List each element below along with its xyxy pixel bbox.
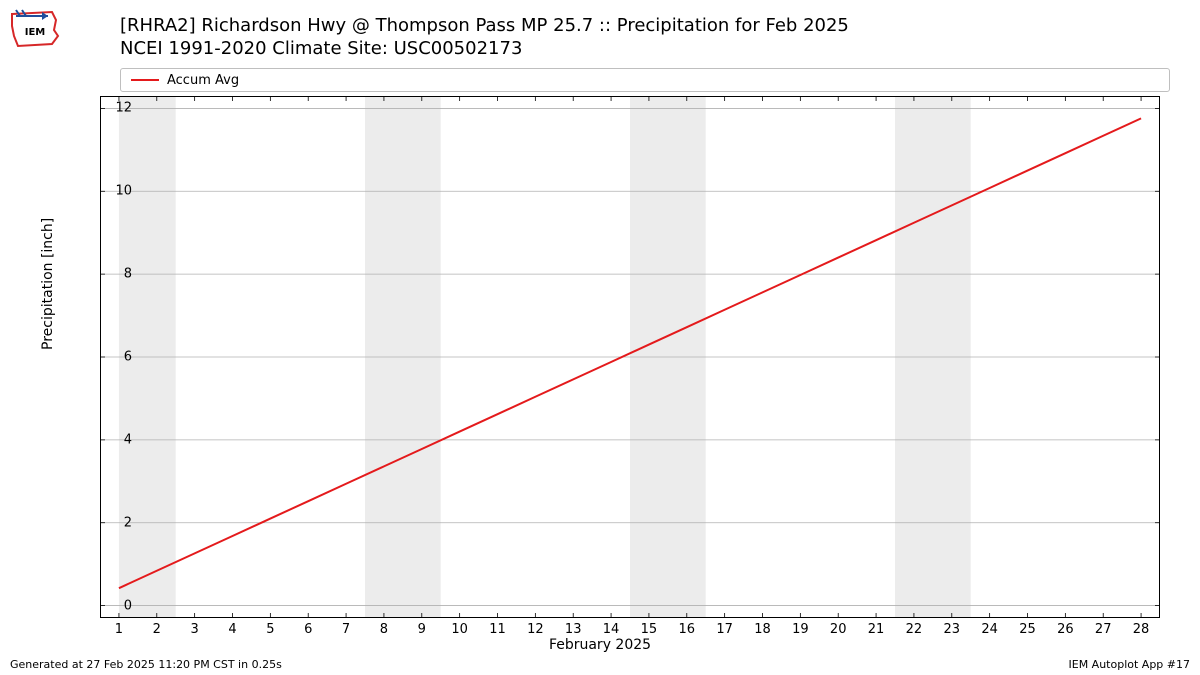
x-tick-label: 21: [868, 622, 885, 637]
x-tick-label: 2: [153, 622, 161, 637]
title-line-1: [RHRA2] Richardson Hwy @ Thompson Pass M…: [120, 15, 849, 38]
x-tick-label: 17: [716, 622, 733, 637]
y-tick-label: 6: [124, 350, 132, 365]
x-tick-label: 27: [1095, 622, 1112, 637]
title-line-2: NCEI 1991-2020 Climate Site: USC00502173: [120, 38, 849, 61]
y-tick-label: 8: [124, 267, 132, 282]
x-tick-label: 8: [380, 622, 388, 637]
x-tick-label: 4: [228, 622, 236, 637]
footer-generated: Generated at 27 Feb 2025 11:20 PM CST in…: [10, 658, 282, 671]
x-tick-label: 16: [679, 622, 696, 637]
x-tick-label: 12: [527, 622, 544, 637]
y-tick-label: 2: [124, 515, 132, 530]
x-tick-label: 9: [418, 622, 426, 637]
legend-swatch: [131, 79, 159, 81]
x-tick-label: 3: [191, 622, 199, 637]
svg-text:IEM: IEM: [25, 27, 46, 38]
x-tick-label: 1: [115, 622, 123, 637]
y-tick-label: 0: [124, 598, 132, 613]
x-axis-label: February 2025: [0, 637, 1200, 653]
x-tick-label: 19: [792, 622, 809, 637]
legend: Accum Avg: [120, 68, 1170, 92]
x-tick-label: 6: [304, 622, 312, 637]
x-tick-label: 13: [565, 622, 582, 637]
x-tick-label: 23: [944, 622, 961, 637]
x-tick-label: 26: [1057, 622, 1074, 637]
x-tick-label: 20: [830, 622, 847, 637]
legend-label: Accum Avg: [167, 73, 239, 88]
x-tick-label: 7: [342, 622, 350, 637]
y-tick-label: 12: [115, 101, 132, 116]
x-tick-label: 22: [906, 622, 923, 637]
x-tick-label: 5: [266, 622, 274, 637]
x-tick-label: 15: [641, 622, 658, 637]
x-tick-label: 11: [489, 622, 506, 637]
x-tick-label: 28: [1133, 622, 1150, 637]
chart-title: [RHRA2] Richardson Hwy @ Thompson Pass M…: [120, 15, 849, 60]
iem-logo: IEM: [8, 6, 62, 48]
x-tick-label: 25: [1019, 622, 1036, 637]
x-tick-label: 14: [603, 622, 620, 637]
x-tick-label: 24: [981, 622, 998, 637]
chart-plot: [100, 96, 1160, 618]
footer-appid: IEM Autoplot App #17: [1069, 658, 1191, 671]
y-tick-label: 10: [115, 184, 132, 199]
y-tick-label: 4: [124, 432, 132, 447]
y-axis-label: Precipitation [inch]: [40, 218, 56, 350]
x-tick-label: 18: [754, 622, 771, 637]
x-tick-label: 10: [451, 622, 468, 637]
